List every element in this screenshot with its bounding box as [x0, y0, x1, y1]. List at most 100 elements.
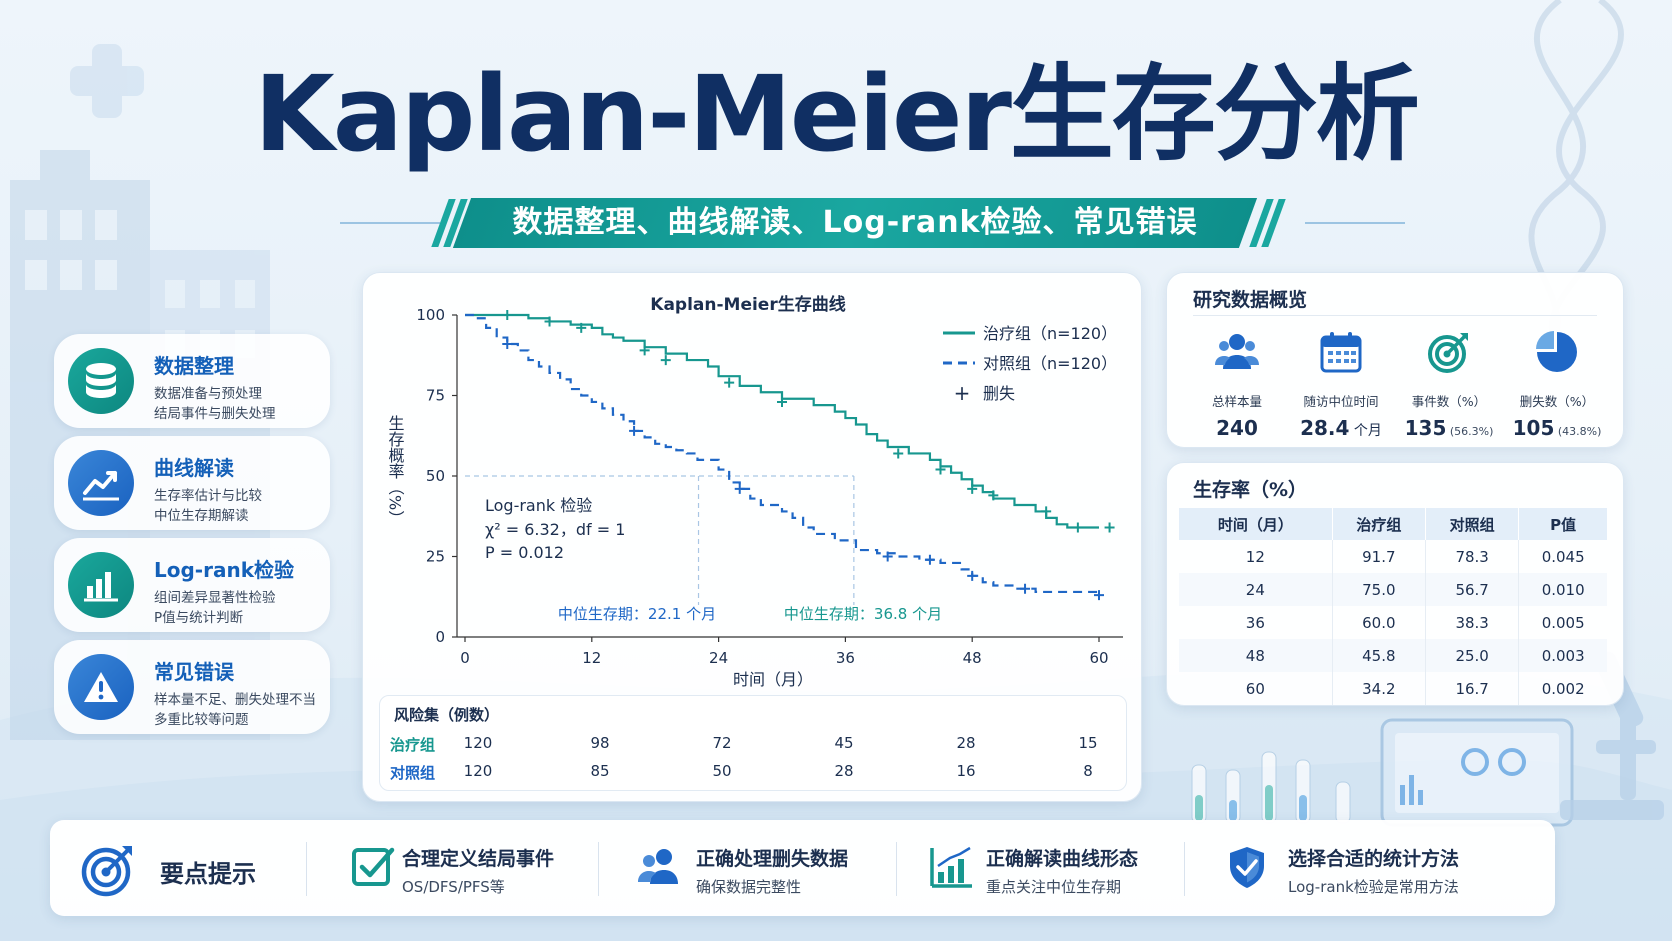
- overview-value: 135 (56.3%): [1404, 416, 1494, 440]
- censor-mark: [1104, 522, 1115, 533]
- x-tick-label: 60: [1089, 649, 1108, 667]
- survival-table-title: 生存率（%）: [1193, 479, 1308, 501]
- card-title: Log-rank检验: [154, 558, 294, 582]
- risk-table-title: 风险集（例数）: [394, 706, 500, 724]
- table-row: 24 75.0 56.7 0.010: [1179, 573, 1607, 606]
- table-cell: 25.0: [1425, 639, 1520, 672]
- x-axis-label: 时间（月）: [733, 670, 813, 689]
- tip-title: 正确处理删失数据: [696, 848, 849, 870]
- card-data-organization: 数据整理 数据准备与预处理 结局事件与删失处理: [54, 334, 330, 428]
- overview-value: 28.4 个月: [1300, 416, 1382, 440]
- table-cell: 34.2: [1332, 672, 1427, 705]
- overview-label: 删失数（%）: [1519, 394, 1595, 409]
- table-cell: 0.002: [1541, 679, 1585, 698]
- card-common-errors: 常见错误 样本量不足、删失处理不当 多重比较等问题: [54, 640, 330, 734]
- card-curve-interpretation: 曲线解读 生存率估计与比较 中位生存期解读: [54, 436, 330, 530]
- survival-rate-panel: 生存率（%） 时间（月） 治疗组 对照组 P值 12 91.7 78.3 0.0…: [1166, 462, 1624, 706]
- overview-label: 随访中位时间: [1303, 394, 1379, 409]
- x-tick-label: 24: [709, 649, 728, 667]
- table-cell: 0.010: [1518, 573, 1607, 606]
- card-logrank-test: Log-rank检验 组间差异显著性检验 P值与统计判断: [54, 538, 330, 632]
- divider: [896, 842, 897, 896]
- calendar-icon: [1320, 332, 1362, 373]
- trend-chart-icon: [68, 450, 134, 516]
- censor-mark: [734, 483, 745, 494]
- tip-subtitle: 确保数据完整性: [696, 878, 802, 896]
- censor-mark: [967, 483, 978, 494]
- y-tick-label: 75: [426, 387, 445, 405]
- censor-mark: [544, 316, 555, 327]
- censor-mark: [893, 448, 904, 459]
- risk-cell: 72: [712, 734, 732, 752]
- table-cell: 36: [1179, 606, 1333, 639]
- table-row: 36 60.0 38.3 0.005: [1179, 606, 1607, 639]
- table-cell: 60: [1179, 672, 1333, 705]
- median-treatment-label: 中位生存期：36.8 个月: [784, 605, 942, 623]
- page-title: Kaplan-Meier生存分析: [254, 53, 1420, 175]
- overview-label: 总样本量: [1211, 394, 1262, 409]
- x-tick-label: 48: [963, 649, 982, 667]
- censor-mark: [935, 464, 946, 475]
- card-title: 曲线解读: [154, 456, 234, 480]
- risk-cell: 15: [1078, 734, 1098, 752]
- y-tick-label: 0: [435, 628, 445, 646]
- censor-mark: [502, 338, 513, 349]
- table-cell: 48: [1179, 639, 1333, 672]
- card-title: 数据整理: [154, 354, 234, 378]
- tip-title: 合理定义结局事件: [402, 848, 555, 870]
- censor-mark: [1041, 506, 1052, 517]
- title-rule-right: [1305, 222, 1405, 224]
- censor-mark: [967, 570, 978, 581]
- table-cell: 78.3: [1425, 540, 1520, 573]
- risk-cell: 28: [834, 762, 854, 780]
- tips-heading: 要点提示: [160, 860, 256, 888]
- km-chart-panel: Kaplan-Meier生存曲线 0 25 50 75 100 0 12 24 36 48 60 …: [362, 272, 1142, 802]
- survival-rate-table: 时间（月） 治疗组 对照组 P值 12 91.7 78.3 0.045 24 7…: [1179, 508, 1607, 705]
- pie-icon: [1536, 331, 1577, 372]
- database-icon: [68, 348, 134, 414]
- overview-value: 105 (43.8%): [1512, 416, 1602, 440]
- legend-censor-marker: +: [954, 381, 971, 405]
- warning-icon: [68, 654, 134, 720]
- card-line: P值与统计判断: [154, 610, 244, 626]
- y-axis-label: 生存概率（%）: [386, 415, 405, 526]
- censor-mark: [629, 425, 640, 436]
- x-tick-label: 12: [582, 649, 601, 667]
- bar-chart-icon: [930, 846, 972, 888]
- table-cell: 56.7: [1425, 573, 1520, 606]
- title-rule-left: [340, 222, 440, 224]
- tip-subtitle: OS/DFS/PFS等: [402, 878, 505, 896]
- censor-mark: [724, 377, 735, 388]
- censor-mark: [924, 554, 935, 565]
- control-curve: [465, 313, 1101, 596]
- censor-mark: [777, 396, 787, 407]
- card-line: 数据准备与预处理: [154, 386, 262, 402]
- table-header: 时间（月）: [1179, 508, 1333, 540]
- table-header: 治疗组: [1332, 508, 1427, 540]
- risk-cell: 120: [463, 734, 493, 752]
- table-cell: 12: [1179, 540, 1333, 573]
- censor-mark: [502, 310, 513, 320]
- x-tick-label: 0: [460, 649, 470, 667]
- tip-title: 正确解读曲线形态: [986, 848, 1139, 870]
- censor-mark: [660, 355, 671, 366]
- users-icon: [1215, 334, 1259, 369]
- risk-cell: 120: [463, 762, 493, 780]
- chart-legend: 治疗组（n=120） 对照组（n=120） + 删失: [943, 324, 1117, 405]
- risk-cell: 8: [1083, 762, 1093, 780]
- table-cell: 91.7: [1332, 540, 1427, 573]
- table-header: 对照组: [1425, 508, 1520, 540]
- y-tick-label: 50: [426, 467, 445, 485]
- overview-label: 事件数（%）: [1411, 394, 1487, 409]
- risk-cell: 28: [956, 734, 976, 752]
- median-control-label: 中位生存期：22.1 个月: [558, 605, 716, 623]
- table-cell: 16.7: [1425, 672, 1520, 705]
- study-overview-panel: 研究数据概览 总样本量 240 随访中位时间 28.4 个月: [1166, 272, 1624, 448]
- table-cell: 0.045: [1541, 547, 1585, 566]
- risk-cell: 98: [590, 734, 610, 752]
- censor-mark: [1020, 583, 1031, 594]
- y-tick-label: 100: [416, 306, 445, 324]
- table-cell: 0.003: [1518, 639, 1607, 672]
- risk-cell: 45: [834, 734, 854, 752]
- shield-check-icon: [1230, 847, 1264, 888]
